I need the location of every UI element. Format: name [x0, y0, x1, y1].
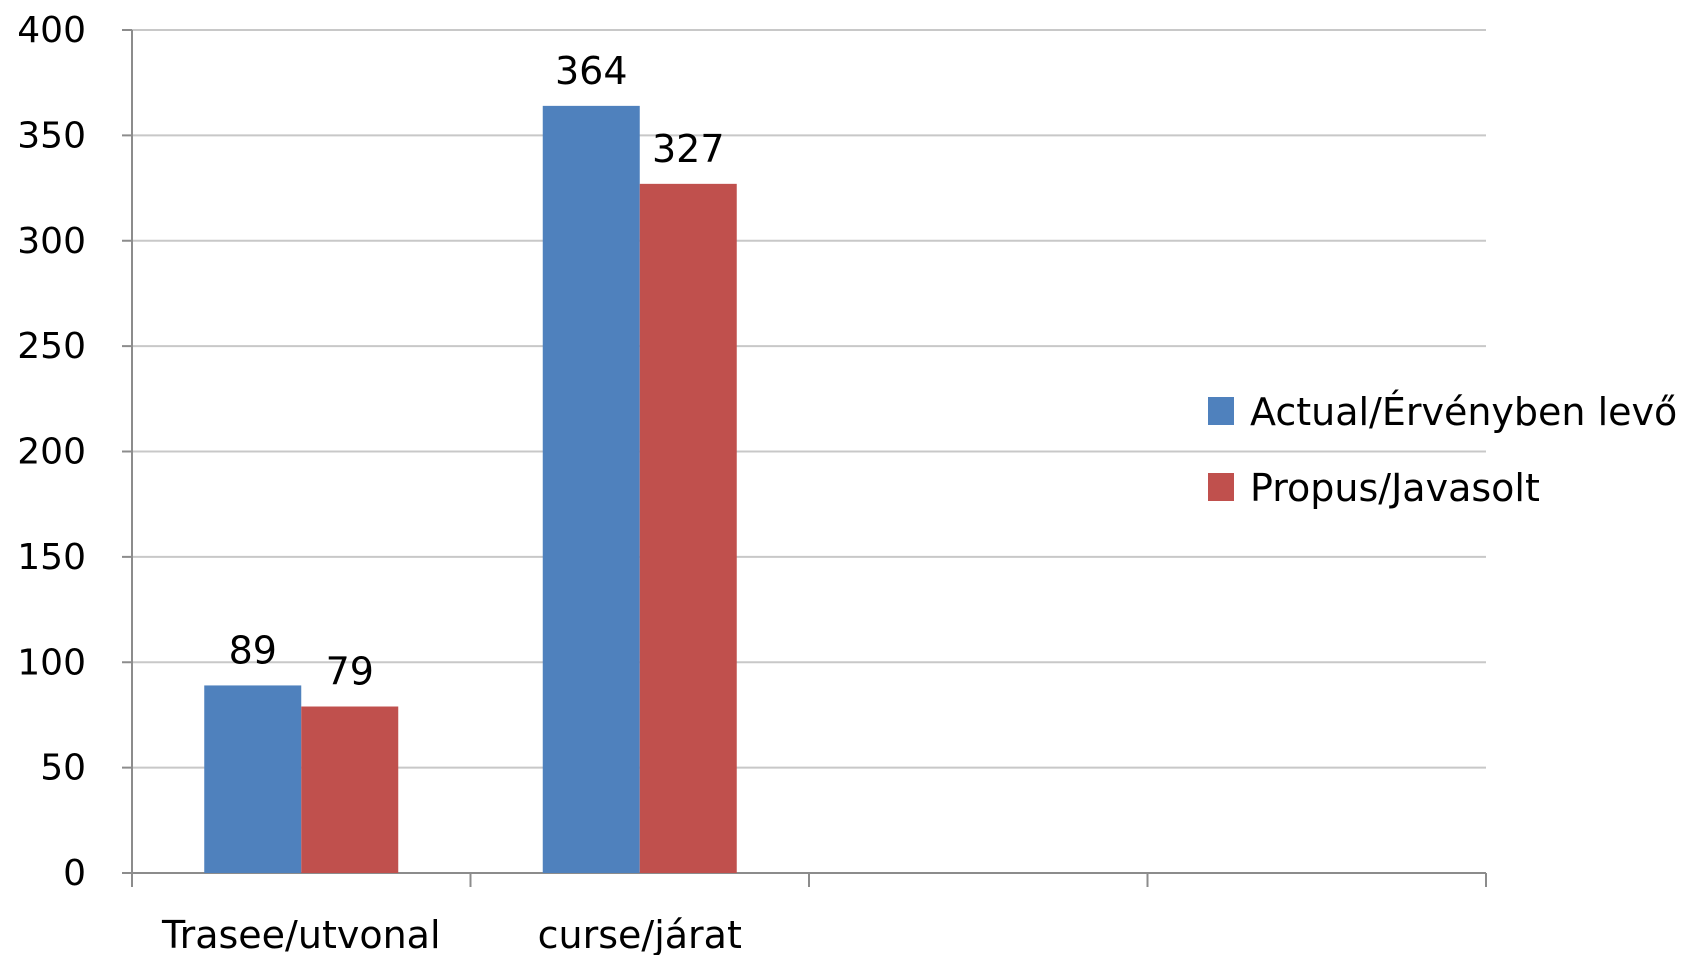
- legend-label: Actual/Érvényben levő: [1250, 390, 1677, 434]
- y-tick-label: 350: [17, 115, 86, 156]
- data-label: 364: [555, 49, 628, 93]
- bars: [204, 105, 737, 874]
- legend-swatch: [1208, 473, 1234, 501]
- legend-label: Propus/Javasolt: [1250, 466, 1540, 510]
- x-category-label: Trasee/utvonal: [161, 913, 441, 955]
- bar: [204, 685, 302, 873]
- data-label: 79: [326, 650, 374, 694]
- bar: [301, 706, 399, 873]
- y-tick-label: 100: [17, 642, 86, 683]
- gridlines: [132, 29, 1486, 769]
- legend-swatch: [1208, 397, 1234, 425]
- axes: 0 50 100 150 200 250 300 350 400 Trasee/utvonal cu…: [17, 10, 1487, 955]
- y-tick-label: 250: [17, 326, 86, 367]
- data-labels: 89 364 79 327: [229, 49, 725, 694]
- y-tick-label: 50: [40, 748, 86, 789]
- bar: [542, 105, 640, 874]
- y-tick-label: 150: [17, 537, 86, 578]
- y-tick-label: 200: [17, 432, 86, 473]
- data-label: 327: [652, 127, 725, 171]
- legend: Actual/Érvényben levő Propus/Javasolt: [1208, 390, 1677, 510]
- y-tick-label: 400: [17, 10, 86, 51]
- data-label: 89: [229, 628, 277, 672]
- y-tick-label: 0: [63, 853, 86, 894]
- bar: [639, 183, 737, 873]
- y-tick-label: 300: [17, 221, 86, 262]
- x-category-label: curse/járat: [538, 913, 742, 955]
